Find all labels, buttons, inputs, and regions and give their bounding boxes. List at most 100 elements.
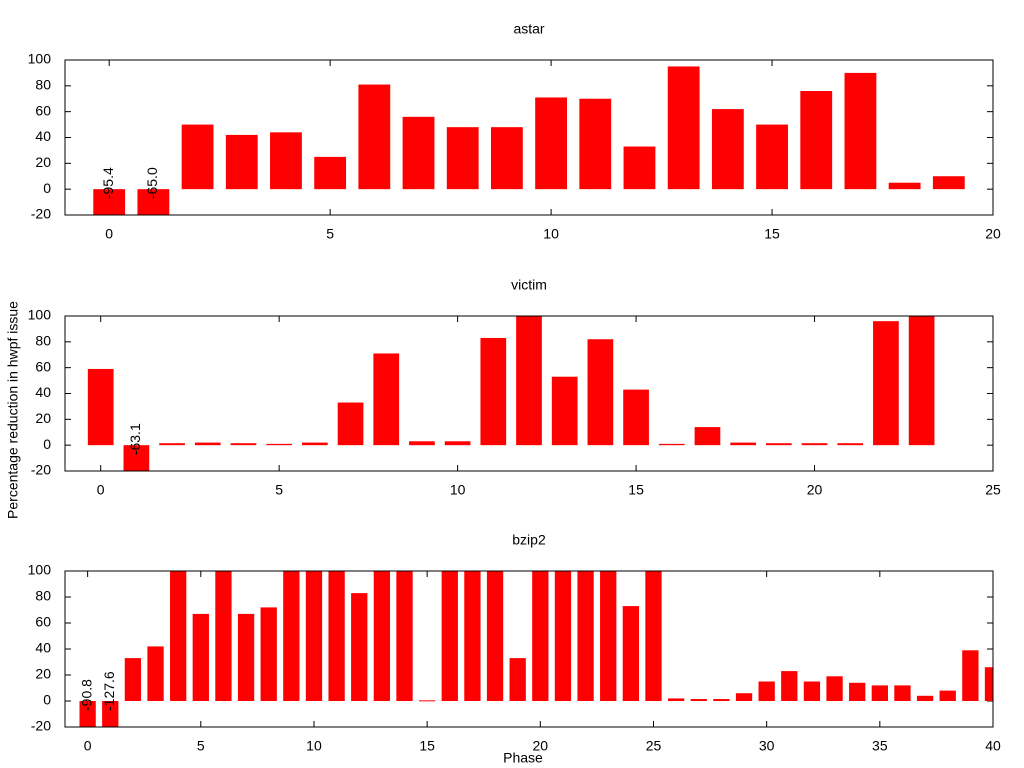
x-tick-label: 5 — [197, 738, 205, 754]
bar — [418, 700, 436, 702]
y-tick-label: -20 — [31, 718, 51, 734]
value-label: -127.6 — [101, 671, 117, 711]
bar — [803, 681, 821, 701]
bar — [694, 427, 721, 446]
bar — [93, 189, 126, 215]
bar — [577, 571, 594, 701]
x-tick-label: 10 — [306, 738, 322, 754]
bar — [409, 441, 435, 446]
y-tick-label: 0 — [43, 436, 51, 452]
bar — [984, 667, 993, 701]
bar — [645, 571, 662, 701]
bar — [260, 607, 277, 701]
bar — [358, 84, 391, 190]
y-tick-label: 40 — [35, 640, 51, 656]
x-tick-label: 20 — [533, 738, 549, 754]
bar — [781, 671, 798, 701]
bar — [283, 571, 300, 701]
x-tick-label: 10 — [543, 226, 559, 242]
y-tick-label: -20 — [31, 206, 51, 222]
bar — [554, 571, 572, 701]
bar — [441, 571, 458, 701]
y-tick-label: -20 — [31, 462, 51, 478]
bar — [623, 389, 649, 446]
bar — [939, 690, 956, 701]
bar — [480, 337, 507, 446]
x-tick-label: 25 — [646, 738, 662, 754]
bar — [587, 339, 614, 446]
x-axis-label: Phase — [503, 750, 543, 766]
chart-title: astar — [513, 21, 544, 37]
bar — [102, 701, 119, 727]
plot-frame — [64, 315, 994, 472]
bar — [756, 124, 788, 190]
bar — [849, 682, 866, 701]
bar — [623, 146, 656, 190]
bar — [396, 571, 413, 701]
y-tick-label: 100 — [28, 307, 52, 323]
bar — [713, 699, 730, 701]
bars — [87, 316, 935, 471]
bar — [871, 685, 888, 701]
bar — [124, 658, 142, 701]
y-tick-label: 0 — [43, 692, 51, 708]
bar — [962, 650, 979, 701]
bar — [225, 134, 258, 190]
bar — [844, 72, 877, 190]
bar — [444, 441, 471, 446]
x-tick-label: 15 — [628, 482, 644, 498]
y-tick-label: 100 — [28, 562, 52, 578]
bar — [658, 443, 685, 446]
bar — [758, 681, 775, 701]
bar — [801, 443, 828, 446]
bar — [230, 443, 257, 446]
x-tick-label: 40 — [985, 738, 1001, 754]
bar — [894, 685, 911, 701]
y-tick-label: 80 — [35, 77, 51, 93]
y-tick-label: 20 — [35, 410, 51, 426]
y-tick-label: 20 — [35, 666, 51, 682]
bar — [690, 699, 707, 701]
value-label: -63.1 — [127, 423, 143, 455]
value-label: -65.0 — [144, 167, 160, 199]
x-tick-label: 20 — [985, 226, 1001, 242]
bar — [535, 97, 568, 190]
bar — [337, 402, 364, 446]
bar — [351, 593, 368, 701]
value-label: -90.8 — [78, 679, 94, 711]
bar — [301, 442, 328, 446]
bar — [79, 701, 96, 727]
value-label: -95.4 — [100, 167, 116, 199]
bar — [667, 66, 700, 190]
bars — [93, 66, 965, 215]
bar — [181, 124, 214, 190]
bar — [446, 127, 479, 190]
bar — [123, 445, 150, 471]
chart-title: bzip2 — [512, 532, 546, 548]
bar — [147, 646, 164, 701]
x-tick-label: 5 — [275, 482, 283, 498]
bar — [730, 442, 757, 446]
bar — [800, 91, 833, 190]
bar — [916, 695, 934, 701]
x-tick-label: 35 — [872, 738, 888, 754]
bar — [551, 376, 578, 446]
bar — [667, 698, 685, 701]
bar — [837, 443, 864, 446]
bar — [137, 189, 170, 215]
x-tick-label: 30 — [759, 738, 775, 754]
bar — [159, 443, 185, 446]
bar — [194, 442, 221, 446]
bar — [622, 606, 640, 701]
y-tick-label: 60 — [35, 358, 51, 374]
bar — [908, 316, 935, 446]
x-tick-label: 0 — [84, 738, 92, 754]
chart-title: victim — [511, 277, 547, 293]
bars — [79, 571, 993, 727]
x-tick-label: 5 — [326, 226, 334, 242]
bar — [328, 571, 345, 701]
bar — [373, 571, 391, 701]
x-tick-label: 10 — [450, 482, 466, 498]
bar — [270, 132, 302, 190]
